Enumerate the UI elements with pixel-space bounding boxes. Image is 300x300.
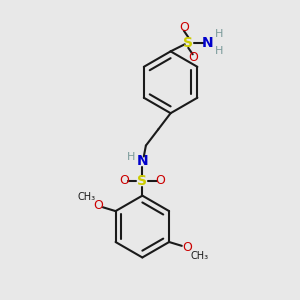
Text: O: O <box>94 199 103 212</box>
Text: CH₃: CH₃ <box>191 251 209 261</box>
Text: O: O <box>188 51 198 64</box>
Text: N: N <box>136 154 148 168</box>
Text: O: O <box>155 174 165 188</box>
Text: O: O <box>179 21 189 34</box>
Text: O: O <box>120 174 130 188</box>
Text: S: S <box>137 174 147 188</box>
Text: CH₃: CH₃ <box>77 192 95 202</box>
Text: S: S <box>183 35 193 50</box>
Text: H: H <box>127 152 135 162</box>
Text: H: H <box>215 29 223 39</box>
Text: O: O <box>182 241 192 254</box>
Text: N: N <box>202 35 214 50</box>
Text: H: H <box>215 46 223 56</box>
